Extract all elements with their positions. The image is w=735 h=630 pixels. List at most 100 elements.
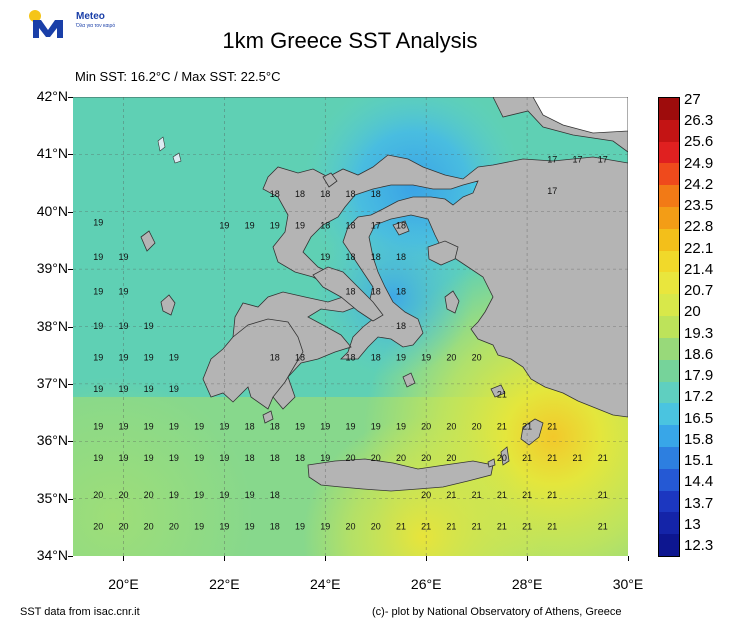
sst-value-label: 19 [169, 490, 179, 500]
kefalonia-island [160, 294, 176, 316]
sst-value-label: 18 [270, 352, 280, 362]
sst-value-label: 19 [295, 220, 305, 230]
longitude-tick-label: 20°E [108, 576, 139, 592]
sst-value-label: 19 [118, 252, 128, 262]
sst-value-label: 19 [320, 421, 330, 431]
sst-value-label: 19 [295, 421, 305, 431]
thasos-island [322, 172, 338, 188]
latitude-tick [68, 211, 73, 213]
sst-value-label: 19 [245, 522, 255, 532]
sst-value-label: 19 [396, 352, 406, 362]
sst-value-label: 20 [421, 421, 431, 431]
sst-value-label: 21 [598, 522, 608, 532]
longitude-tick [123, 556, 125, 561]
colorbar-label: 20.7 [684, 282, 714, 300]
sst-value-label: 18 [371, 352, 381, 362]
map-graticule [73, 97, 628, 556]
sst-colorbar [658, 97, 680, 557]
colorbar-swatch [659, 294, 679, 317]
sst-value-label: 19 [371, 421, 381, 431]
sst-value-label: 20 [345, 453, 355, 463]
sst-value-label: 20 [421, 453, 431, 463]
latitude-tick-label: 39°N [36, 260, 68, 277]
colorbar-label: 14.4 [684, 473, 714, 491]
latitude-tick-label: 36°N [36, 432, 68, 449]
brand-name: Meteo [76, 11, 105, 22]
latitude-tick [68, 441, 73, 443]
sst-value-label: 17 [573, 154, 583, 164]
colorbar-swatch [659, 425, 679, 448]
sst-value-label: 18 [270, 189, 280, 199]
colorbar-label: 24.2 [684, 175, 714, 193]
latitude-tick-label: 40°N [36, 202, 68, 219]
lemnos-island [392, 220, 410, 236]
sst-value-label: 19 [194, 421, 204, 431]
sst-map: 17 17 17 17 18 18 18 18 18 19 19 19 19 19 18 18 17 18 19 19… [73, 97, 628, 556]
sst-value-label: 20 [345, 522, 355, 532]
sst-value-label: 18 [270, 453, 280, 463]
latitude-tick-label: 42°N [36, 88, 68, 104]
sst-value-label: 19 [396, 421, 406, 431]
sst-value-label: 20 [472, 352, 482, 362]
colorbar-label: 23.5 [684, 197, 714, 215]
sst-value-label: 19 [194, 490, 204, 500]
sst-value-label: 20 [144, 522, 154, 532]
sst-value-label: 19 [93, 421, 103, 431]
sst-value-label: 20 [169, 522, 179, 532]
sst-value-label: 21 [522, 421, 532, 431]
sst-value-label: 20 [446, 453, 456, 463]
sst-value-label: 19 [320, 252, 330, 262]
sst-value-label: 21 [497, 390, 507, 400]
sst-value-label: 18 [245, 453, 255, 463]
sst-value-label: 19 [245, 490, 255, 500]
longitude-tick [224, 556, 226, 561]
kasos-island [487, 458, 496, 468]
latitude-tick-label: 41°N [36, 145, 68, 162]
sst-value-label: 19 [144, 321, 154, 331]
sst-value-label: 18 [396, 252, 406, 262]
sst-value-label: 19 [93, 453, 103, 463]
latitude-tick [68, 383, 73, 385]
sst-value-label: 19 [118, 384, 128, 394]
sst-value-label: 18 [371, 286, 381, 296]
crete-island [307, 458, 494, 492]
sst-value-label: 20 [446, 352, 456, 362]
sst-value-label: 19 [144, 352, 154, 362]
latitude-tick [68, 97, 73, 98]
sst-value-label: 19 [118, 421, 128, 431]
sst-map-canvas: 17 17 17 17 18 18 18 18 18 19 19 19 19 19 18 18 17 18 19 19… [73, 97, 628, 556]
colorbar-label: 22.1 [684, 239, 714, 257]
sst-value-label: 19 [219, 522, 229, 532]
colorbar-swatch [659, 141, 679, 164]
meteo-logo-icon [29, 10, 63, 38]
sst-value-label: 21 [522, 453, 532, 463]
colorbar-label: 13.7 [684, 494, 714, 512]
sst-value-label: 19 [118, 352, 128, 362]
sst-value-label: 18 [295, 352, 305, 362]
colorbar-label: 16.5 [684, 409, 714, 427]
data-source-note: SST data from isac.cnr.it [20, 606, 140, 618]
sst-value-label: 19 [118, 453, 128, 463]
sst-value-label: 17 [598, 154, 608, 164]
sst-value-label: 17 [547, 154, 557, 164]
sst-value-label: 21 [497, 490, 507, 500]
sst-value-label: 19 [169, 352, 179, 362]
sst-value-label: 19 [270, 220, 280, 230]
colorbar-swatch [659, 446, 679, 470]
chios-island [444, 290, 460, 314]
colorbar-swatch [659, 359, 679, 382]
sst-value-label: 19 [118, 286, 128, 296]
sst-value-label: 18 [396, 286, 406, 296]
latitude-tick [68, 326, 73, 328]
sst-value-label: 20 [421, 490, 431, 500]
sst-value-label: 19 [219, 421, 229, 431]
longitude-tick [628, 556, 629, 561]
sst-value-label: 17 [547, 186, 557, 196]
sst-value-label: 18 [320, 220, 330, 230]
latitude-tick [68, 269, 73, 271]
sst-value-label: 18 [345, 220, 355, 230]
sst-value-label: 20 [93, 490, 103, 500]
sst-value-label: 19 [194, 522, 204, 532]
sst-value-label: 21 [446, 522, 456, 532]
sst-value-label: 19 [144, 453, 154, 463]
